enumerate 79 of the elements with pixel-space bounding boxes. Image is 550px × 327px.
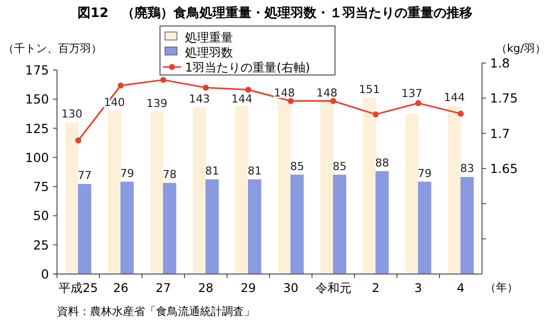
bar	[376, 171, 389, 274]
text: 資料：農林水産省「食鳥流通統計調査」	[57, 305, 255, 318]
data-label: 81	[248, 164, 262, 178]
data-label: 78	[162, 168, 177, 182]
bar	[192, 107, 206, 274]
bar	[163, 182, 176, 274]
point	[75, 137, 82, 144]
bar	[290, 174, 304, 274]
x-tick-label: 平成25	[58, 281, 98, 295]
y2-axis-title: （kg/羽）	[496, 42, 546, 55]
data-label: 85	[332, 160, 347, 173]
point	[372, 111, 379, 118]
x-tick-label: 28	[198, 281, 214, 295]
data-label: 148	[316, 86, 338, 100]
x-tick-label: 4	[456, 281, 465, 295]
x-tick-label: 2	[372, 281, 380, 295]
bar	[278, 101, 291, 274]
bar	[460, 176, 474, 274]
data-label: 148	[274, 86, 295, 100]
x-tick-label: 29	[240, 281, 256, 295]
x-tick-label: 26	[113, 281, 128, 295]
data-label: 81	[205, 164, 220, 178]
bar	[120, 182, 134, 274]
y-tick-label: 150	[25, 92, 50, 107]
y-tick-label: 25	[33, 237, 49, 252]
y-axis-title: （千トン、百万羽）	[3, 42, 102, 55]
bar	[150, 112, 164, 274]
data-label: 79	[120, 166, 134, 180]
x-axis-title: （年）	[485, 281, 518, 294]
y2-tick-label: 1.8	[490, 56, 510, 70]
point	[458, 110, 464, 117]
y-tick-label: 100	[25, 150, 50, 165]
y2-tick-label: 1.75	[490, 90, 518, 106]
bar	[78, 184, 92, 274]
data-label: 144	[444, 91, 465, 104]
data-label: 79	[418, 166, 432, 180]
legend-label: 処理羽数	[185, 46, 233, 60]
bar	[448, 106, 461, 274]
y-tick-label: 175	[25, 62, 49, 78]
point	[288, 98, 294, 104]
data-label: 83	[460, 162, 474, 176]
y-tick-label: 125	[25, 120, 49, 136]
bar	[320, 101, 334, 274]
point	[160, 76, 166, 83]
data-label: 85	[290, 160, 304, 173]
x-tick-label: 令和元	[315, 281, 352, 295]
legend-label: 1羽当たりの重量(右軸)	[185, 60, 310, 74]
data-label: 139	[146, 96, 168, 110]
data-label: 144	[231, 92, 252, 106]
data-label: 137	[401, 87, 422, 100]
data-label: 151	[358, 82, 380, 96]
x-tick-label: 30	[283, 281, 298, 295]
bar	[235, 106, 248, 274]
bar	[108, 110, 121, 274]
x-tick-label: 3	[414, 281, 422, 295]
y2-tick-label: 1.65	[490, 161, 518, 176]
point	[245, 86, 252, 93]
bar	[248, 179, 262, 274]
data-label: 77	[78, 169, 92, 182]
data-label: 130	[61, 107, 82, 120]
point	[415, 100, 422, 106]
y-tick-label: 50	[33, 208, 50, 224]
y-tick-label: 75	[33, 179, 49, 194]
chart-title: 図12 （廃鶏）食鳥処理重量・処理羽数・１羽当たりの重量の推移	[77, 5, 473, 21]
bar	[405, 114, 418, 274]
bar	[333, 174, 346, 274]
point	[330, 98, 336, 104]
y2-tick-label: 1.7	[490, 126, 510, 141]
data-label: 88	[375, 156, 390, 170]
y-tick-label: 0	[41, 266, 50, 282]
bar	[206, 179, 219, 274]
data-label: 143	[188, 92, 210, 106]
point	[202, 84, 209, 91]
x-tick-label: 27	[156, 281, 171, 295]
point	[118, 82, 124, 89]
bar	[418, 182, 432, 274]
bar	[65, 122, 78, 274]
bar	[362, 98, 376, 274]
legend-label: 処理重量	[185, 30, 233, 44]
